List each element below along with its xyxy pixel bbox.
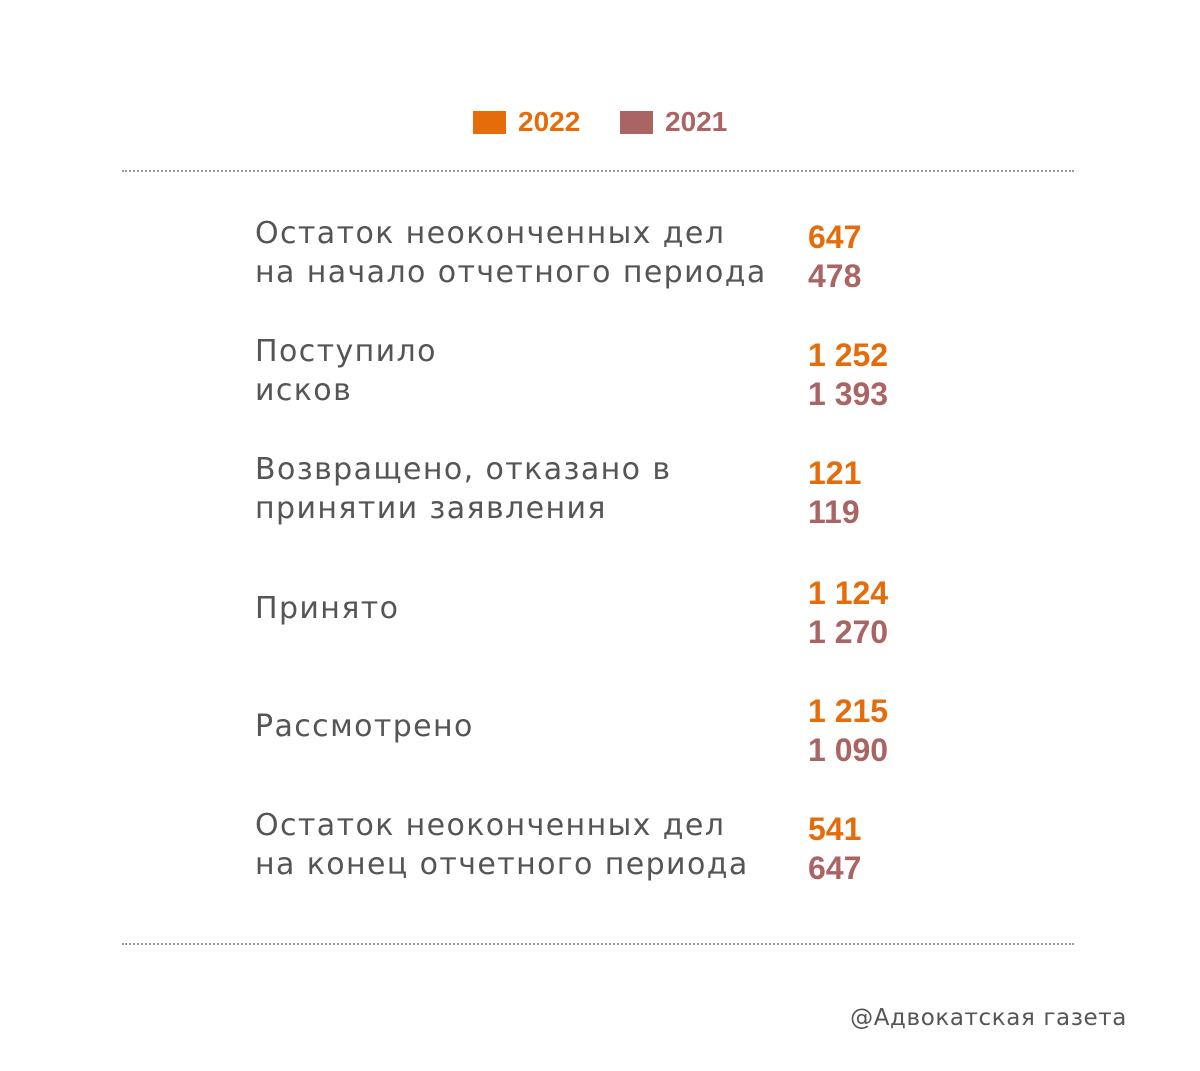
value-2022: 541 [808,811,862,847]
legend-item-2022: 2022 [473,100,580,144]
legend-swatch-2022 [473,110,506,134]
row-label-line: исков [255,373,353,408]
row-label: Рассмотрено [255,707,775,746]
row-label-line: Возвращено, отказано в [255,452,672,487]
row-label-line: на начало отчетного периода [255,255,767,290]
legend: 2022 2021 [0,100,1200,144]
table-row: Возвращено, отказано в принятии заявления… [0,450,1200,530]
top-divider [122,170,1074,172]
row-label: Остаток неоконченных дел на начало отчетн… [255,214,775,292]
table-row: Поступило исков 1 252 1 393 [0,332,1200,412]
legend-item-2021: 2021 [620,100,727,144]
row-label-line: Остаток неоконченных дел [255,808,726,843]
table-row: Остаток неоконченных дел на конец отчетно… [0,806,1200,886]
legend-swatch-2021 [620,110,653,134]
source-credit: @Адвокатская газета [850,1005,1127,1031]
row-label: Возвращено, отказано в принятии заявления [255,450,775,528]
row-label-line: Остаток неоконченных дел [255,216,726,251]
bottom-divider [122,943,1074,945]
value-2022: 647 [808,219,862,255]
value-2021: 1 393 [808,376,889,412]
row-label-line: Принято [255,591,400,626]
row-label: Поступило исков [255,332,775,410]
value-2022: 1 252 [808,337,889,373]
value-2022: 1 215 [808,693,889,729]
legend-label-2021: 2021 [665,106,728,137]
table-row: Рассмотрено 1 215 1 090 [0,688,1200,768]
value-2021: 1 090 [808,732,889,768]
value-2021: 1 270 [808,614,889,650]
table-row: Остаток неоконченных дел на начало отчетн… [0,214,1200,294]
value-2022: 121 [808,455,862,491]
value-2021: 119 [808,494,860,530]
value-2021: 647 [808,850,862,886]
row-label-line: принятии заявления [255,491,607,526]
table-row: Принято 1 124 1 270 [0,570,1200,650]
value-2022: 1 124 [808,575,889,611]
value-2021: 478 [808,258,862,294]
row-label: Остаток неоконченных дел на конец отчетно… [255,806,775,884]
row-label-line: Рассмотрено [255,709,474,744]
legend-label-2022: 2022 [518,106,581,137]
row-label: Принято [255,589,775,628]
row-label-line: на конец отчетного периода [255,847,749,882]
row-label-line: Поступило [255,334,437,369]
